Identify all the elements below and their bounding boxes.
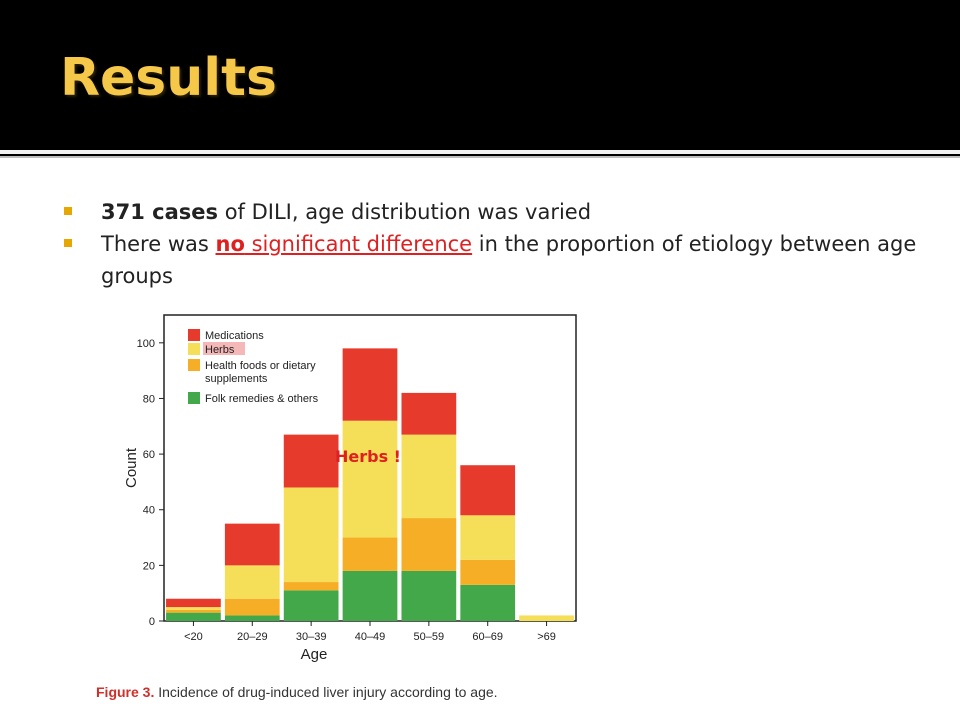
legend-label: Medications (205, 330, 264, 342)
y-tick-label: 20 (143, 560, 155, 572)
bar-segment (283, 582, 339, 591)
emphasis-no: no (215, 232, 245, 256)
figure-label: Figure 3. (96, 684, 155, 700)
legend-label: Health foods or dietary (205, 360, 316, 372)
x-axis-label: Age (301, 646, 328, 663)
bar-segment (166, 607, 221, 610)
bar-segment (460, 584, 516, 621)
bullet-list: 371 cases of DILI, age distribution was … (64, 196, 924, 292)
figure-caption-text: Incidence of drug-induced liver injury a… (154, 684, 498, 700)
stacked-bar-chart: 0 20 40 60 80 100 <20 20–29 30–39 40–49 50–59 60–69… (123, 314, 577, 663)
bar-segment (283, 590, 339, 621)
x-tick-label: 60–69 (472, 631, 503, 643)
bar-segment (401, 570, 457, 621)
x-tick-label: <20 (184, 631, 203, 643)
bar-segment (224, 565, 280, 599)
legend-label: Folk remedies & others (205, 393, 319, 405)
herbs-annotation: Herbs ! (335, 447, 401, 466)
x-tick-label: 20–29 (237, 631, 268, 643)
slide-header: Results (0, 0, 960, 150)
header-divider (0, 150, 960, 154)
bar-segment (166, 609, 221, 613)
bar-segment (283, 487, 339, 583)
bar-segment (460, 559, 516, 585)
bar-segment (342, 420, 398, 538)
bar-segment (224, 598, 280, 616)
emphasis-significant-difference: significant difference (244, 232, 473, 256)
herbs-legend-highlight (203, 342, 245, 355)
legend-label: Herbs (205, 344, 235, 356)
bullet-text: in the proportion of etiology between ag… (101, 232, 917, 288)
bar-segment (342, 570, 398, 621)
header-divider-shadow (0, 156, 960, 158)
legend-swatch (188, 392, 200, 404)
bar-segment (166, 598, 221, 608)
bullet-item-difference: There was no significant difference in t… (64, 228, 924, 292)
bar-segment (224, 523, 280, 566)
bar-segment (166, 612, 221, 621)
legend-label: supplements (205, 373, 268, 385)
bar-segment (401, 392, 457, 435)
bar-segment (519, 615, 574, 621)
bar-segment (460, 465, 516, 516)
x-tick-label: >69 (537, 631, 556, 643)
bar-segment (283, 434, 339, 488)
bar-segment (342, 537, 398, 571)
slide-body: 371 cases of DILI, age distribution was … (0, 158, 960, 720)
figure-caption: Figure 3. Incidence of drug-induced live… (96, 684, 498, 700)
slide-title: Results (60, 48, 277, 108)
y-tick-label: 60 (143, 449, 155, 461)
legend-swatch (188, 359, 200, 371)
bullet-text: There was (101, 232, 216, 256)
bar-segment (460, 515, 516, 560)
y-tick-label: 80 (143, 393, 155, 405)
bar-segment (401, 518, 457, 571)
square-bullet-icon (64, 239, 72, 247)
bar-segment (224, 615, 280, 621)
x-tick-label: 30–39 (296, 631, 327, 643)
y-tick-label: 40 (143, 505, 155, 517)
bullet-text: of DILI, age distribution was varied (218, 200, 592, 224)
bar-segment (401, 434, 457, 519)
y-tick-label: 0 (149, 616, 155, 628)
y-tick-label: 100 (137, 338, 155, 350)
legend-swatch (188, 329, 200, 341)
x-tick-label: 40–49 (355, 631, 386, 643)
y-axis-label: Count (123, 447, 140, 488)
cases-count: 371 cases (101, 200, 219, 224)
legend-swatch (188, 343, 200, 355)
bar-segment (342, 348, 398, 421)
bullet-item-cases: 371 cases of DILI, age distribution was … (64, 196, 924, 228)
square-bullet-icon (64, 207, 72, 215)
x-tick-label: 50–59 (414, 631, 445, 643)
